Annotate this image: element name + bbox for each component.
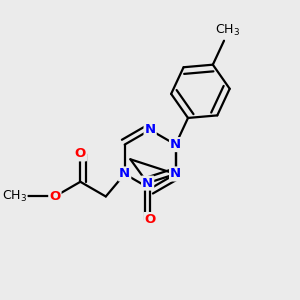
Text: O: O <box>75 147 86 161</box>
Text: CH$_3$: CH$_3$ <box>2 189 27 204</box>
Text: CH$_3$: CH$_3$ <box>214 22 240 38</box>
Text: N: N <box>119 167 130 181</box>
Text: O: O <box>49 190 61 203</box>
Text: O: O <box>145 213 156 226</box>
Text: N: N <box>142 177 153 190</box>
Text: N: N <box>145 123 156 136</box>
Text: N: N <box>170 167 181 181</box>
Text: N: N <box>170 138 181 151</box>
